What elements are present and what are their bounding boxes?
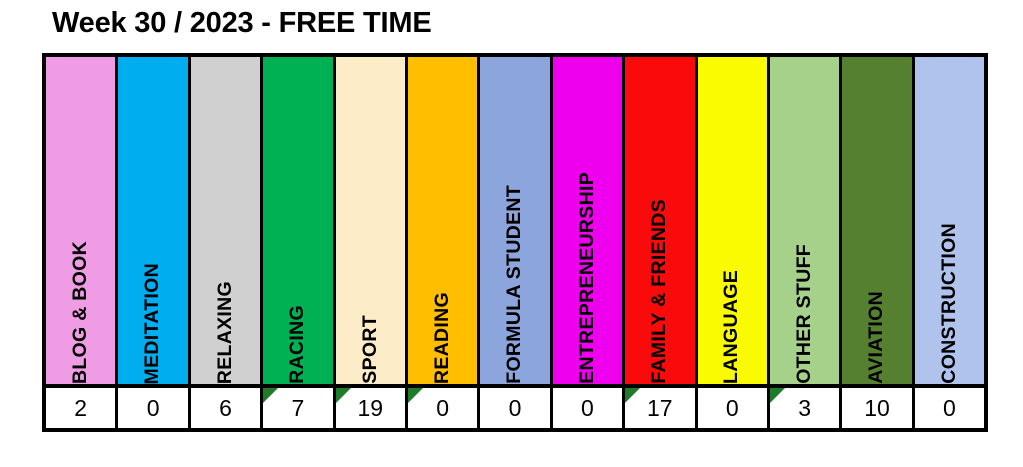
- category-header-cell: AVIATION: [842, 57, 915, 384]
- value-cell: 19: [335, 388, 408, 428]
- category-header-cell: RACING: [263, 57, 336, 384]
- category-label-wrap: OTHER STUFF: [770, 57, 839, 384]
- category-label: FORMULA STUDENT: [503, 185, 526, 384]
- value-row: 2 0 6 7 19 0 0 0 17 0 3 10 0: [46, 384, 985, 428]
- value-text: 0: [146, 394, 160, 421]
- category-label: RELAXING: [213, 280, 236, 384]
- category-label-wrap: FAMILY & FRIENDS: [625, 57, 694, 384]
- value-text: 6: [219, 394, 232, 421]
- value-text: 19: [357, 394, 384, 421]
- category-label-wrap: AVIATION: [842, 57, 911, 384]
- category-label: FAMILY & FRIENDS: [648, 199, 671, 384]
- value-text: 0: [436, 394, 450, 421]
- category-label-wrap: READING: [408, 57, 477, 384]
- category-header-cell: READING: [407, 57, 481, 384]
- value-text: 10: [864, 394, 890, 421]
- category-label: AVIATION: [865, 291, 888, 384]
- category-label-wrap: RACING: [263, 57, 332, 384]
- category-header-cell: SPORT: [335, 57, 408, 384]
- activity-table: BLOG & BOOK MEDITATION RELAXING RACING SPORT…: [42, 53, 988, 432]
- category-header-cell: MEDITATION: [118, 57, 191, 384]
- value-cell: 0: [552, 388, 626, 428]
- category-label-wrap: CONSTRUCTION: [915, 57, 984, 384]
- value-cell: 3: [769, 388, 843, 428]
- category-label-wrap: BLOG & BOOK: [46, 57, 115, 384]
- category-label: BLOG & BOOK: [68, 240, 91, 384]
- category-label: LANGUAGE: [720, 270, 743, 384]
- value-cell: 6: [190, 388, 264, 428]
- category-header-cell: FAMILY & FRIENDS: [625, 57, 698, 384]
- value-cell: 0: [407, 388, 481, 428]
- category-label-wrap: LANGUAGE: [698, 57, 767, 384]
- category-label: READING: [430, 291, 453, 384]
- comment-marker-icon: [335, 388, 351, 403]
- category-header-cell: CONSTRUCTION: [914, 57, 985, 384]
- category-label-wrap: MEDITATION: [118, 57, 187, 384]
- comment-marker-icon: [769, 388, 785, 403]
- value-cell: 10: [842, 388, 915, 428]
- category-label: CONSTRUCTION: [937, 223, 960, 384]
- category-header-cell: OTHER STUFF: [769, 57, 843, 384]
- value-cell: 0: [697, 388, 770, 428]
- category-header-cell: LANGUAGE: [697, 57, 770, 384]
- value-text: 0: [581, 394, 594, 421]
- category-label: OTHER STUFF: [792, 244, 815, 384]
- comment-marker-icon: [407, 388, 423, 403]
- page-title: Week 30 / 2023 - FREE TIME: [52, 7, 432, 39]
- category-label-wrap: FORMULA STUDENT: [480, 57, 549, 384]
- comment-marker-icon: [625, 388, 641, 403]
- category-label: ENTREPRENEURSHIP: [575, 172, 598, 384]
- value-cell: 17: [625, 388, 698, 428]
- category-label-wrap: RELAXING: [191, 57, 260, 384]
- category-label: RACING: [286, 305, 309, 384]
- category-label-wrap: ENTREPRENEURSHIP: [553, 57, 622, 384]
- value-cell: 0: [914, 388, 985, 428]
- value-cell: 0: [480, 388, 553, 428]
- category-label-wrap: SPORT: [336, 57, 405, 384]
- value-text: 0: [725, 394, 739, 421]
- category-label: SPORT: [358, 315, 381, 384]
- category-header-cell: FORMULA STUDENT: [480, 57, 553, 384]
- value-text: 7: [291, 394, 305, 421]
- category-header-cell: ENTREPRENEURSHIP: [552, 57, 626, 384]
- category-header-row: BLOG & BOOK MEDITATION RELAXING RACING SPORT…: [46, 57, 985, 384]
- comment-marker-icon: [263, 388, 279, 403]
- value-cell: 0: [118, 388, 191, 428]
- value-text: 3: [798, 394, 811, 421]
- category-header-cell: BLOG & BOOK: [46, 57, 119, 384]
- value-text: 2: [74, 394, 88, 421]
- value-text: 17: [647, 394, 673, 421]
- value-text: 0: [942, 394, 956, 421]
- category-label: MEDITATION: [141, 262, 164, 384]
- value-cell: 2: [46, 388, 119, 428]
- value-cell: 7: [263, 388, 336, 428]
- category-header-cell: RELAXING: [190, 57, 264, 384]
- value-text: 0: [508, 394, 522, 421]
